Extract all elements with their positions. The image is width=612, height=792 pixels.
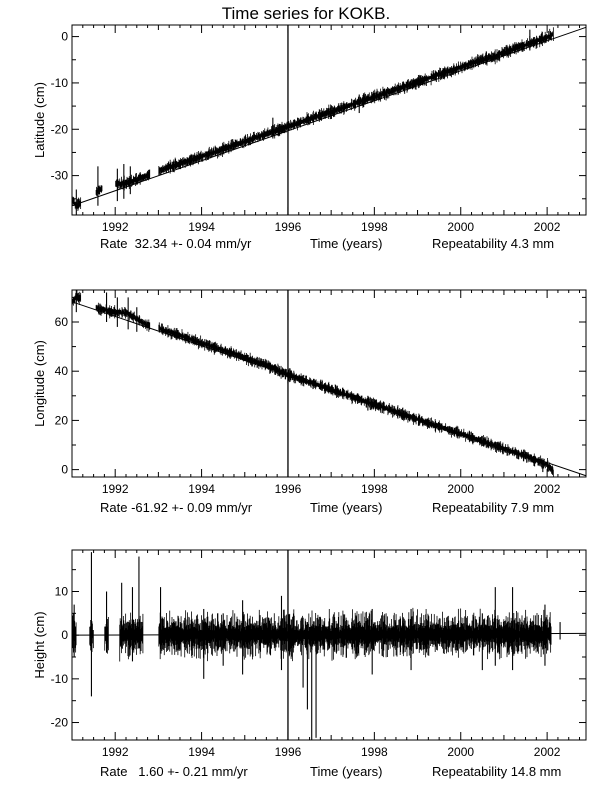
latitude-stats: Rate 32.34 +- 0.04 mm/yr Time (years) Re… [0, 236, 612, 252]
y-tick-label: 0 [61, 628, 68, 642]
y-tick-label: -20 [51, 122, 69, 136]
plot-frame [71, 289, 587, 478]
latitude-repeatability: Repeatability 4.3 mm [432, 236, 555, 251]
x-tick-label: 2002 [534, 220, 561, 234]
height-time-label: Time (years) [310, 764, 383, 779]
plot-frame [71, 549, 587, 741]
x-tick-label: 1992 [102, 220, 129, 234]
x-tick-label: 2000 [447, 745, 474, 759]
longitude-time-label: Time (years) [310, 500, 383, 515]
x-tick-label: 1996 [275, 482, 302, 496]
chart-title: Time series for KOKB. [221, 4, 391, 23]
longitude-chart: 0 20 40 60 1992 1994 1996 1998 2000 2002 Longitude… [32, 289, 587, 496]
x-tick-label: 1994 [188, 745, 215, 759]
x-tick-label: 1998 [361, 220, 388, 234]
height-chart: -20 -10 0 10 1992 1994 1996 1998 2000 2002 Height … [32, 549, 587, 759]
y-tick-label: -10 [51, 672, 69, 686]
x-tick-label: 2000 [447, 220, 474, 234]
x-tick-label: 1998 [361, 482, 388, 496]
x-tick-label: 1994 [188, 220, 215, 234]
y-tick-label: -20 [51, 716, 69, 730]
x-tick-label: 2000 [447, 482, 474, 496]
y-tick-label: 40 [55, 364, 69, 378]
x-tick-label: 2002 [534, 745, 561, 759]
latitude-rate: Rate 32.34 +- 0.04 mm/yr [100, 236, 252, 251]
longitude-stats: Rate -61.92 +- 0.09 mm/yr Time (years) R… [0, 500, 612, 516]
longitude-repeatability: Repeatability 7.9 mm [432, 500, 555, 515]
latitude-chart: -30 -20 -10 0 1992 1994 1996 1998 2000 2002 Latitu… [32, 24, 587, 234]
x-tick-label: 1996 [275, 220, 302, 234]
y-axis-label: Height (cm) [32, 611, 47, 678]
x-tick-label: 1998 [361, 745, 388, 759]
x-tick-label: 1992 [102, 482, 129, 496]
series-trace [71, 607, 552, 662]
y-axis-label: Longitude (cm) [32, 340, 47, 427]
y-axis-label: Latitude (cm) [32, 82, 47, 158]
longitude-rate: Rate -61.92 +- 0.09 mm/yr [100, 500, 253, 515]
series-trace [71, 290, 554, 477]
y-tick-label: 60 [55, 315, 69, 329]
x-tick-label: 1994 [188, 482, 215, 496]
height-repeatability: Repeatability 14.8 mm [432, 764, 562, 779]
y-tick-label: 0 [61, 30, 68, 44]
height-stats: Rate 1.60 +- 0.21 mm/yr Time (years) Rep… [0, 764, 612, 780]
y-tick-label: -30 [51, 169, 69, 183]
height-rate: Rate 1.60 +- 0.21 mm/yr [100, 764, 248, 779]
y-tick-label: 10 [55, 584, 69, 598]
x-tick-label: 1996 [275, 745, 302, 759]
y-tick-label: -10 [51, 76, 69, 90]
latitude-time-label: Time (years) [310, 236, 383, 251]
plot-frame [71, 24, 587, 216]
y-tick-label: 0 [61, 463, 68, 477]
y-tick-label: 20 [55, 413, 69, 427]
x-tick-label: 1992 [102, 745, 129, 759]
x-tick-label: 2002 [534, 482, 561, 496]
series-trace [71, 27, 554, 212]
